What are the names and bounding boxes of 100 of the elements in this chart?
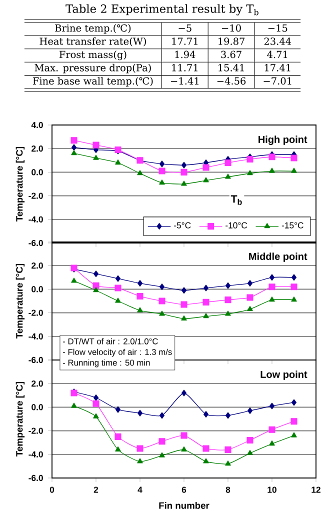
point — [269, 274, 275, 281]
x-tick-label: 12 — [312, 486, 320, 493]
point — [159, 412, 165, 419]
point — [159, 160, 165, 168]
point — [291, 432, 297, 438]
text: Middle point — [249, 252, 308, 262]
point — [224, 159, 232, 166]
point — [269, 296, 275, 302]
point — [225, 460, 231, 466]
point — [136, 445, 144, 452]
data-label: 23.44 — [264, 38, 292, 45]
point — [71, 144, 77, 151]
annotation: - Running time : 50 min — [63, 359, 150, 368]
point — [115, 275, 121, 282]
x-tick-label: 6 — [182, 486, 186, 493]
point — [159, 310, 165, 316]
point — [93, 154, 99, 160]
y-tick-label: 2.0 — [32, 262, 43, 269]
point — [290, 154, 298, 162]
data-label: 17.41 — [264, 64, 290, 72]
y-tick-label: -6.0 — [28, 356, 43, 364]
y-tick-label: 0.0 — [32, 404, 43, 410]
point — [180, 168, 188, 176]
point — [137, 410, 143, 416]
point — [114, 284, 122, 292]
point — [115, 159, 121, 165]
point — [115, 406, 121, 413]
text: Frost mass(g) — [59, 50, 126, 60]
point — [290, 284, 298, 290]
point — [268, 154, 276, 160]
legend-label: -15°C — [282, 222, 304, 228]
point — [202, 445, 210, 452]
point — [93, 394, 99, 402]
point — [225, 310, 231, 316]
point — [137, 280, 143, 287]
text: Brine temp.(℃) — [55, 24, 131, 34]
point — [92, 400, 100, 407]
point — [269, 168, 275, 173]
text: Fine base wall temp.(℃) — [32, 77, 153, 86]
data-label: −4.56 — [217, 77, 246, 85]
annotation: - DT/WT of air : 2.0/1.0°C — [63, 338, 158, 344]
y-tick-label: -2.0 — [28, 310, 43, 316]
data-label: 1.94 — [175, 50, 196, 58]
category-label: −10 — [222, 24, 241, 32]
point — [181, 315, 187, 320]
y-axis-title: Temperature [°C] — [16, 146, 25, 222]
point — [114, 433, 122, 440]
x-tick-label: 0 — [50, 486, 54, 493]
point — [93, 413, 99, 418]
point — [181, 162, 187, 168]
y-tick-label: 0.0 — [32, 286, 43, 292]
y-tick-label: -6.0 — [28, 240, 43, 246]
point — [181, 390, 187, 396]
text: Low point — [260, 370, 308, 380]
y-tick-label: 0.0 — [32, 169, 43, 176]
point — [92, 282, 100, 289]
point — [159, 452, 165, 458]
point — [115, 446, 121, 452]
point — [93, 287, 99, 292]
data-label: −7.01 — [264, 77, 292, 85]
text: Max. pressure drop(Pa) — [34, 64, 151, 74]
point — [291, 296, 297, 302]
x-tick-label: 10 — [268, 486, 276, 493]
point — [247, 450, 253, 456]
y-tick-label: 2.0 — [32, 146, 43, 152]
data-label: 3.67 — [221, 50, 242, 58]
point — [269, 440, 275, 446]
y-axis-title: Temperature [°C] — [16, 382, 25, 456]
point — [203, 458, 209, 464]
point — [291, 399, 297, 406]
point — [246, 294, 254, 301]
point — [137, 170, 143, 176]
data-label: 15.41 — [218, 64, 244, 72]
y-tick-label: -2.0 — [28, 428, 43, 434]
data-label: 17.71 — [172, 38, 198, 45]
point — [291, 168, 297, 173]
point — [93, 270, 99, 278]
point — [247, 407, 253, 414]
point — [158, 298, 166, 304]
y-tick-label: -4.0 — [28, 216, 43, 222]
text: High point — [258, 136, 308, 145]
point — [202, 298, 210, 306]
point — [71, 402, 77, 408]
point — [203, 284, 209, 292]
point — [137, 307, 143, 312]
text: Heat transfer rate(W) — [40, 37, 146, 46]
point — [268, 426, 276, 433]
point — [158, 168, 166, 174]
y-tick-label: 4.0 — [31, 122, 43, 128]
y-tick-label: -4.0 — [28, 451, 43, 458]
category-label: −15 — [268, 24, 288, 32]
data-label: 4.71 — [267, 50, 288, 58]
y-tick-label: -2.0 — [28, 192, 43, 199]
point — [180, 432, 188, 439]
point — [247, 280, 253, 287]
category-label: −5 — [178, 24, 192, 32]
point — [291, 274, 297, 281]
x-axis-title: Fin number — [159, 502, 210, 509]
y-axis-title: Temperature [°C] — [16, 264, 25, 338]
y-tick-label: 2.0 — [32, 380, 43, 387]
